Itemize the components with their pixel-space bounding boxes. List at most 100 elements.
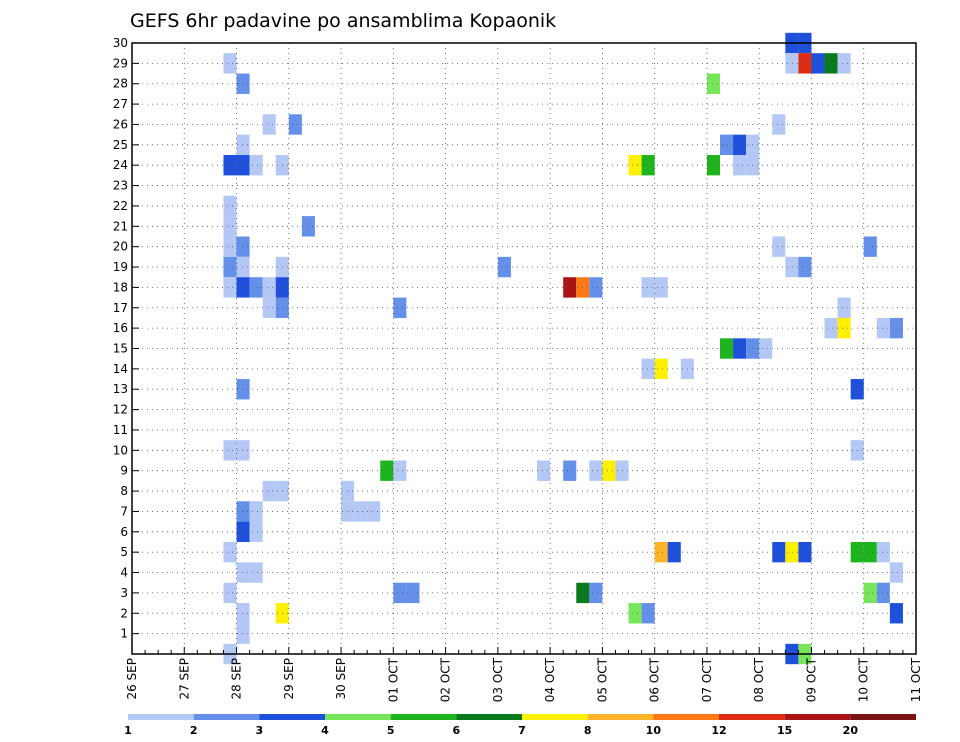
legend-label: 10: [646, 724, 662, 737]
heatmap-cell: [563, 277, 577, 298]
heatmap-cell: [654, 358, 668, 380]
y-tick-label: 28: [113, 77, 128, 91]
x-date-label: 11 OCT: [909, 657, 923, 702]
heatmap-cell: [863, 582, 877, 604]
heatmap-cell: [863, 541, 877, 563]
heatmap-cell: [798, 53, 812, 74]
y-tick-label: 15: [113, 342, 128, 356]
heatmap-cell: [837, 317, 851, 339]
heatmap-cell: [249, 562, 263, 583]
heatmap-cell: [720, 134, 734, 156]
heatmap-cell: [249, 155, 263, 176]
heatmap-cell: [236, 256, 250, 278]
y-tick-label: 5: [120, 545, 128, 559]
legend-swatch: [784, 714, 851, 720]
y-tick-label: 24: [113, 158, 128, 172]
legend-label: 6: [453, 724, 461, 737]
x-date-label: 04 OCT: [543, 657, 557, 702]
legend-swatch: [259, 714, 325, 720]
heatmap-cell: [876, 582, 890, 604]
legend-swatch: [719, 714, 785, 720]
heatmap-cell: [824, 53, 838, 74]
heatmap-cell: [262, 277, 276, 298]
heatmap-cell: [537, 460, 551, 481]
heatmap-cell: [628, 603, 642, 624]
y-tick-label: 6: [120, 525, 128, 539]
legend-label: 3: [256, 724, 264, 737]
legend-swatch: [456, 714, 522, 720]
heatmap-cell: [249, 501, 263, 522]
heatmap-cell: [236, 623, 250, 644]
heatmap-cell: [589, 460, 603, 481]
legend-label: 7: [518, 724, 526, 737]
heatmap-cell: [236, 603, 250, 624]
y-tick-label: 13: [113, 382, 128, 396]
heatmap-cell: [262, 297, 276, 318]
heatmap-cell: [249, 521, 263, 542]
legend-swatch: [193, 714, 260, 720]
heatmap-cell: [223, 541, 237, 563]
heatmap-cell: [236, 277, 250, 298]
y-tick-label: 21: [113, 219, 128, 233]
heatmap-cell: [811, 53, 825, 74]
y-tick-label: 7: [120, 504, 128, 518]
heatmap-cell: [393, 297, 407, 318]
legend-label: 12: [711, 724, 726, 737]
y-tick-label: 3: [120, 586, 128, 600]
x-date-label: 03 OCT: [491, 657, 505, 702]
heatmap-cell: [497, 256, 511, 278]
x-date-label: 01 OCT: [386, 657, 400, 702]
heatmap-cell: [236, 236, 250, 257]
y-tick-label: 16: [113, 321, 128, 335]
heatmap-cell: [301, 216, 315, 237]
y-tick-label: 19: [113, 260, 128, 274]
heatmap-cell: [262, 480, 276, 502]
heatmap-cell: [876, 317, 890, 339]
legend-label: 2: [190, 724, 198, 737]
heatmap-cell: [628, 155, 642, 176]
heatmap-cell: [667, 541, 681, 563]
heatmap-cell: [654, 277, 668, 298]
heatmap-cell: [798, 256, 812, 278]
heatmap-cell: [837, 297, 851, 318]
y-tick-label: 10: [113, 443, 128, 457]
legend-swatch: [390, 714, 457, 720]
heatmap-cell: [223, 582, 237, 604]
legend-swatch: [587, 714, 654, 720]
heatmap-cell: [223, 195, 237, 217]
color-legend: 1 2 3 4 5 6 7 8 10 12 15 20: [124, 714, 916, 737]
heatmap-cell: [223, 216, 237, 237]
x-date-label: 06 OCT: [648, 657, 662, 702]
y-tick-label: 26: [113, 117, 128, 131]
x-date-label: 29 SEP: [282, 658, 296, 700]
x-date-label: 02 OCT: [439, 657, 453, 702]
y-tick-label: 8: [120, 484, 128, 498]
heatmap-cell: [223, 440, 237, 461]
legend-swatch: [850, 714, 916, 720]
x-axis: 26 SEP 27 SEP 28 SEP 29 SEP 30 SEP 01 OCT 02 O…: [125, 647, 923, 702]
chart-title: GEFS 6hr padavine po ansamblima Kopaonik: [130, 10, 556, 32]
legend-swatch: [325, 714, 391, 720]
y-tick-label: 29: [113, 56, 128, 70]
heatmap-cell: [223, 277, 237, 298]
heatmap-cell: [733, 134, 747, 156]
y-tick-label: 4: [120, 566, 128, 580]
x-date-label: 09 OCT: [804, 657, 818, 702]
heatmap-cell: [393, 460, 407, 481]
legend-label: 4: [321, 724, 329, 737]
y-tick-label: 1: [120, 627, 128, 641]
heatmap-cell: [654, 541, 668, 563]
heatmap-cell: [236, 440, 250, 461]
heatmap-cell: [824, 317, 838, 339]
heatmap-cell: [785, 541, 799, 563]
heatmap-cell: [223, 256, 237, 278]
heatmap-cell: [236, 155, 250, 176]
legend-label: 15: [777, 724, 792, 737]
heatmap-cell: [863, 236, 877, 257]
heatmap-cell: [837, 53, 851, 74]
y-axis: 1234567891011121314151617181920212223242…: [113, 36, 139, 641]
heatmap-cell: [393, 582, 407, 604]
heatmap-cell: [889, 562, 903, 583]
heatmap-cell: [641, 358, 655, 380]
